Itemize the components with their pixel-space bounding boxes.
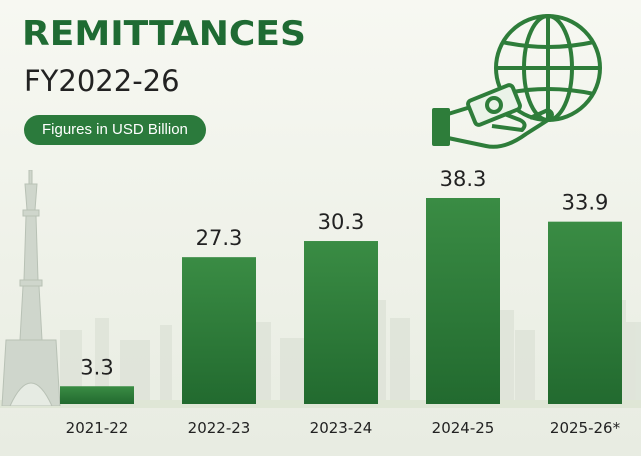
x-tick-label: 2024-25	[432, 419, 495, 437]
bar-2023-24	[304, 241, 378, 404]
bar-value-label: 30.3	[318, 210, 365, 234]
chart-subtitle: FY2022-26	[24, 64, 180, 98]
globe-icon	[432, 14, 602, 149]
hand-money-icon	[432, 83, 554, 149]
units-badge: Figures in USD Billion	[24, 115, 206, 145]
bar-value-label: 38.3	[440, 167, 487, 191]
x-tick-label: 2025-26*	[550, 419, 621, 437]
x-tick-label: 2022-23	[188, 419, 251, 437]
bar-2025-26*	[548, 221, 622, 404]
minar-monument-icon	[1, 170, 61, 406]
chart-title: REMITTANCES	[22, 14, 306, 54]
x-tick-label: 2023-24	[310, 419, 373, 437]
bar-2024-25	[426, 198, 500, 404]
bar-value-label: 27.3	[196, 226, 243, 250]
bar-2022-23	[182, 257, 256, 404]
bar-value-label: 3.3	[80, 355, 113, 379]
x-tick-label: 2021-22	[66, 419, 129, 437]
bar-2021-22	[60, 386, 134, 404]
bar-value-label: 33.9	[562, 191, 609, 215]
